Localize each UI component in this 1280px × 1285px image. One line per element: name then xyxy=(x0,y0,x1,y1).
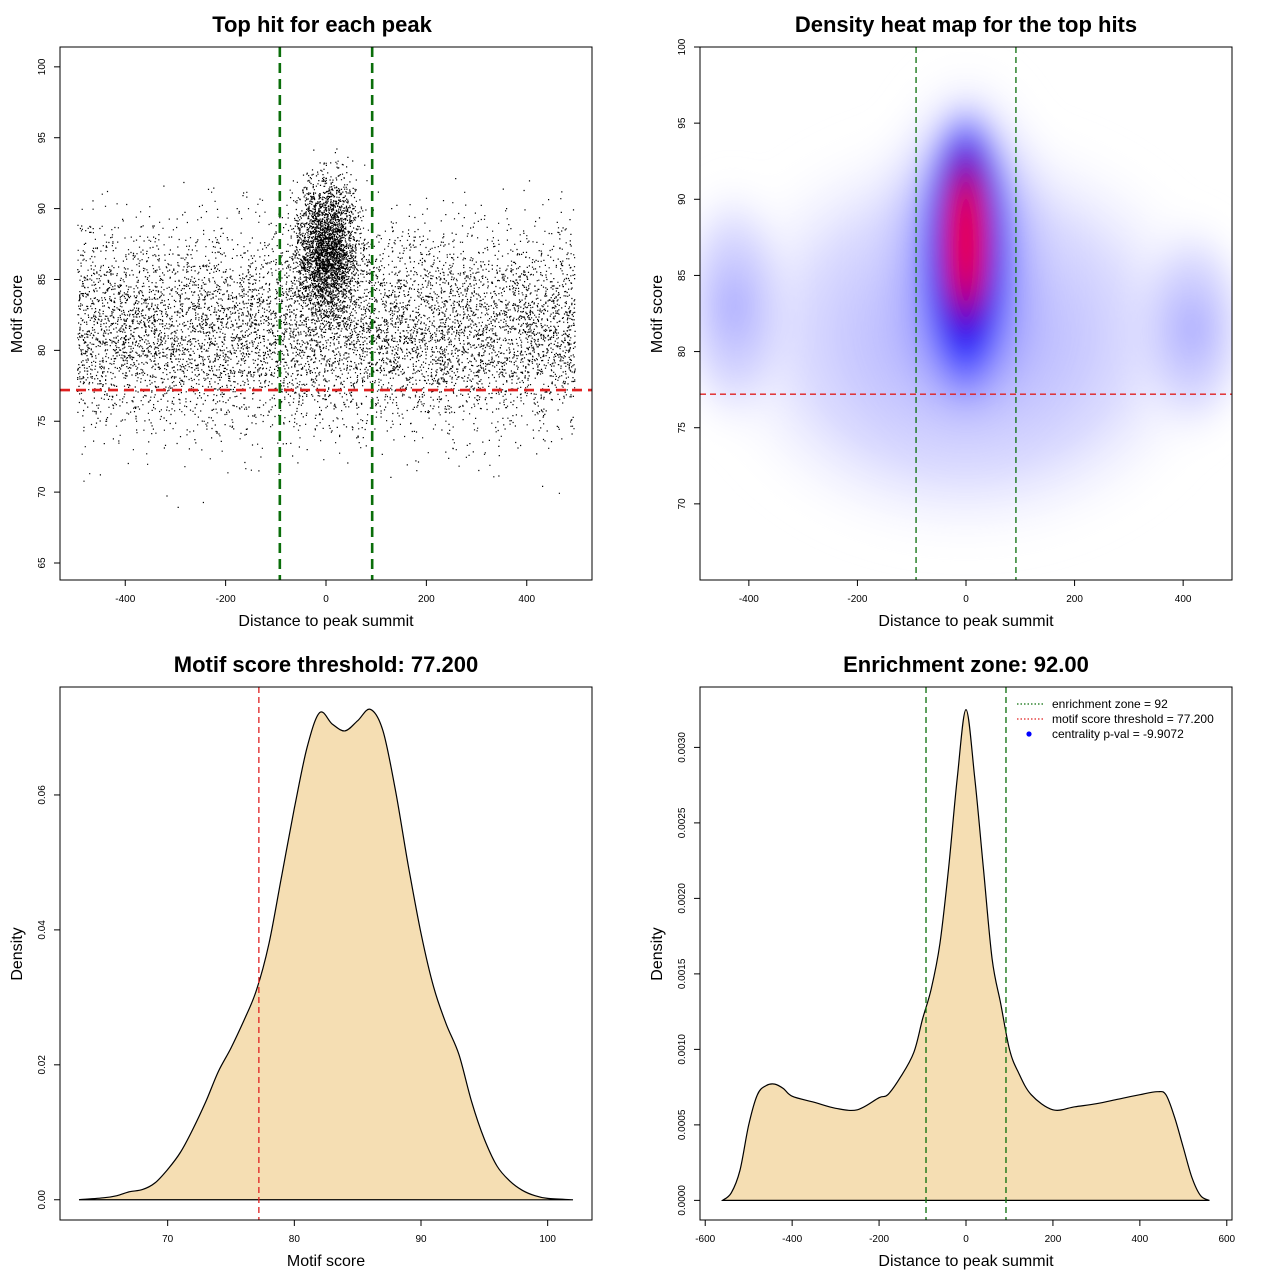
heatmap-reference-lines xyxy=(700,47,1232,580)
legend-label-motif-threshold: motif score threshold = 77.200 xyxy=(1052,712,1214,726)
position-x-tick-label: 600 xyxy=(1218,1234,1235,1245)
scatter-x-axis: -400 -200 0 200 400 xyxy=(115,580,536,605)
heatmap-y-tick-label: 70 xyxy=(677,498,688,510)
position-x-tick-label: 400 xyxy=(1132,1234,1149,1245)
legend-label-enrichment-zone: enrichment zone = 92 xyxy=(1052,697,1168,711)
position-x-axis: -600 -400 -200 0 200 400 600 xyxy=(695,1220,1236,1245)
position-x-tick-label: 0 xyxy=(963,1234,969,1245)
heatmap-left-density xyxy=(700,168,798,443)
position-y-tick-label: 0.0025 xyxy=(677,807,688,838)
heatmap-title: Density heat map for the top hits xyxy=(795,12,1137,37)
heatmap-x-tick-label: 200 xyxy=(1066,594,1083,605)
position-y-tick-label: 0.0020 xyxy=(677,883,688,914)
scatter-x-label: Distance to peak summit xyxy=(238,613,414,630)
score-x-tick-label: 100 xyxy=(539,1234,556,1245)
heatmap-x-tick-label: -400 xyxy=(739,594,759,605)
legend-item-centrality-pval: centrality p-val = -9.9072 xyxy=(1026,727,1184,741)
heatmap-panel: Density heat map for the top hits -400 -2… xyxy=(649,12,1233,630)
scatter-y-tick-label: 80 xyxy=(37,344,48,356)
score-density-panel: Motif score threshold: 77.200 70 80 90 100 … xyxy=(9,652,593,1270)
position-y-tick-label: 0.0005 xyxy=(677,1109,688,1140)
heatmap-y-tick-label: 90 xyxy=(677,193,688,205)
score-y-tick-label: 0.04 xyxy=(37,920,48,940)
score-y-axis: 0.00 0.02 0.04 0.06 xyxy=(37,785,60,1210)
heatmap-y-label: Motif score xyxy=(649,275,666,353)
scatter-y-tick-label: 85 xyxy=(37,273,48,285)
position-density-curve xyxy=(720,708,1210,1201)
score-y-tick-label: 0.02 xyxy=(37,1055,48,1075)
legend-label-centrality-pval: centrality p-val = -9.9072 xyxy=(1052,727,1184,741)
heatmap-y-tick-label: 75 xyxy=(677,422,688,434)
scatter-reference-lines xyxy=(60,47,592,580)
position-y-tick-label: 0.0030 xyxy=(677,732,688,763)
scatter-panel: Top hit for each peak -400 -200 0 200 400 65… xyxy=(9,12,593,630)
score-density-title: Motif score threshold: 77.200 xyxy=(174,652,478,677)
scatter-y-tick-label: 65 xyxy=(37,557,48,569)
legend-item-motif-threshold: motif score threshold = 77.200 xyxy=(1017,712,1214,726)
legend: enrichment zone = 92 motif score thresho… xyxy=(1017,697,1214,741)
score-x-tick-label: 70 xyxy=(162,1234,174,1245)
scatter-y-tick-label: 90 xyxy=(37,203,48,215)
heatmap-blobs xyxy=(700,47,1232,565)
heatmap-x-tick-label: 0 xyxy=(963,594,969,605)
scatter-y-tick-label: 100 xyxy=(37,58,48,75)
scatter-x-tick-label: 400 xyxy=(518,594,535,605)
heatmap-y-axis: 70 75 80 85 90 95 100 xyxy=(677,38,700,509)
legend-swatch-centrality-pval xyxy=(1026,731,1032,737)
position-density-title: Enrichment zone: 92.00 xyxy=(843,652,1089,677)
position-x-tick-label: -400 xyxy=(782,1234,802,1245)
score-density-curve xyxy=(78,708,574,1201)
legend-item-enrichment-zone: enrichment zone = 92 xyxy=(1017,697,1168,711)
scatter-point-cloud xyxy=(77,148,576,508)
position-reference-lines xyxy=(925,687,1007,1220)
score-plot-frame xyxy=(59,686,593,1221)
heatmap-y-tick-label: 85 xyxy=(677,269,688,281)
scatter-x-tick-label: -400 xyxy=(115,594,135,605)
heatmap-y-tick-label: 80 xyxy=(677,346,688,358)
scatter-y-tick-label: 95 xyxy=(37,132,48,144)
heatmap-x-tick-label: 400 xyxy=(1175,594,1192,605)
position-y-label: Density xyxy=(649,927,666,980)
score-x-tick-label: 80 xyxy=(289,1234,301,1245)
score-y-tick-label: 0.06 xyxy=(37,785,48,805)
heatmap-y-tick-label: 95 xyxy=(677,117,688,129)
scatter-y-tick-label: 75 xyxy=(37,415,48,427)
scatter-y-tick-label: 70 xyxy=(37,486,48,498)
score-y-tick-label: 0.00 xyxy=(37,1190,48,1210)
heatmap-y-tick-label: 100 xyxy=(677,38,688,55)
position-density-panel: Enrichment zone: 92.00 -600 -400 -200 0 200 4… xyxy=(649,652,1236,1270)
position-x-tick-label: 200 xyxy=(1045,1234,1062,1245)
scatter-points xyxy=(77,148,576,508)
score-x-axis: 70 80 90 100 xyxy=(162,1220,556,1245)
scatter-title: Top hit for each peak xyxy=(212,12,432,37)
scatter-x-tick-label: 200 xyxy=(418,594,435,605)
score-x-label: Motif score xyxy=(287,1253,365,1270)
heatmap-x-axis: -400 -200 0 200 400 xyxy=(739,580,1192,605)
heatmap-x-tick-label: -200 xyxy=(847,594,867,605)
scatter-x-tick-label: 0 xyxy=(323,594,329,605)
heatmap-central-core xyxy=(936,126,996,355)
position-y-tick-label: 0.0000 xyxy=(677,1185,688,1216)
position-x-label: Distance to peak summit xyxy=(878,1253,1054,1270)
scatter-plot-frame xyxy=(59,46,593,581)
heatmap-x-label: Distance to peak summit xyxy=(878,613,1054,630)
position-x-tick-label: -600 xyxy=(695,1234,715,1245)
position-y-tick-label: 0.0015 xyxy=(677,958,688,989)
position-y-tick-label: 0.0010 xyxy=(677,1034,688,1065)
scatter-x-tick-label: -200 xyxy=(216,594,236,605)
position-y-axis: 0.0000 0.0005 0.0010 0.0015 0.0020 0.0025 0.00… xyxy=(677,732,700,1216)
heatmap-right-density xyxy=(1128,206,1232,451)
position-x-tick-label: -200 xyxy=(869,1234,889,1245)
score-y-label: Density xyxy=(9,927,26,980)
heatmap-density xyxy=(700,47,1232,565)
scatter-y-axis: 65 70 75 80 85 90 95 100 xyxy=(37,58,60,569)
score-x-tick-label: 90 xyxy=(415,1234,427,1245)
scatter-y-label: Motif score xyxy=(9,275,26,353)
